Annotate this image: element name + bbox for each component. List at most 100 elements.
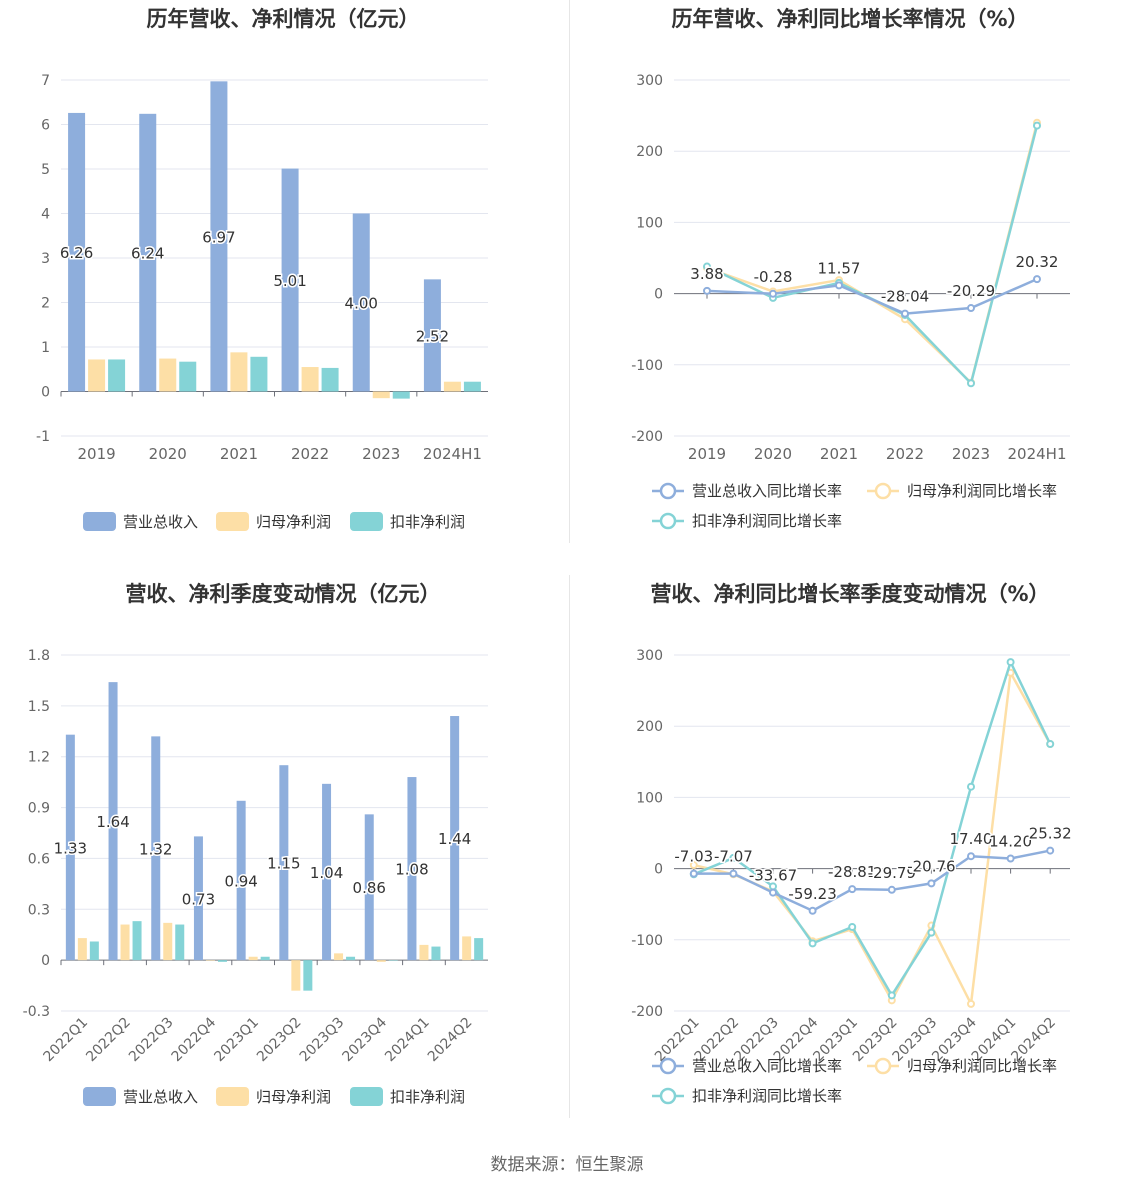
bar-revenue [352,213,370,392]
bar-net-profit [376,960,386,962]
bar-value-label: 1.64 [96,813,129,831]
x-tick-label: 2021 [220,445,258,463]
y-tick-label: 0.9 [28,801,50,817]
y-tick-label: -1 [36,429,50,445]
point-value-label: 14.20 [989,832,1032,850]
bar-deducted-profit [250,356,268,392]
series-point [689,861,698,870]
bar-net-profit [334,953,344,961]
point-value-label: 25.32 [1029,825,1072,843]
series-point [927,928,936,937]
point-value-label: -59.23 [788,885,836,903]
legend-label: 营业总收入 [123,1088,198,1106]
series-point [1006,658,1015,667]
bar-value-label: 2.52 [416,327,449,345]
x-tick-label: 2023Q3 [297,1015,348,1066]
series-point [967,782,975,791]
legend-label: 归母净利润 [256,1088,331,1106]
legend-marker [659,1057,677,1075]
bar-value-label: 6.26 [60,244,93,262]
bar-revenue [407,777,417,961]
y-tick-label: 0.6 [28,851,50,867]
bar-deducted-profit [108,359,126,392]
y-tick-label: 1.8 [28,648,50,664]
bar-value-label: 0.94 [224,872,257,890]
x-tick-label: 2024H1 [1008,445,1067,463]
y-tick-label: 6 [41,118,50,134]
x-tick-label: 2023 [952,445,990,463]
bar-deducted-profit [321,367,339,392]
legend-swatch [216,512,249,531]
chart-annual-growth: 历年营收、净利同比增长率情况（%） -200 -100 0 100 200 300 2019 2… [567,0,1134,575]
series-point [887,885,896,894]
x-tick-label: 2023 [362,445,400,463]
x-tick-label: 2022Q3 [126,1015,177,1066]
bar-value-label: 6.24 [131,245,164,263]
y-tick-label: -100 [631,358,663,374]
y-tick-label: 200 [636,144,663,160]
bar-value-label: 0.86 [353,879,386,897]
bar-deducted-profit [303,960,313,991]
bar-revenue [193,836,203,961]
bar-deducted-profit [89,941,99,961]
chart-title: 历年营收、净利情况（亿元） [147,7,420,31]
series-point [967,999,975,1008]
series-point [848,922,857,931]
bar-net-profit [88,359,106,392]
series-point [1006,854,1015,863]
x-tick-label: 2019 [688,445,726,463]
series-point [769,289,777,298]
y-tick-label: 0 [654,287,663,303]
y-tick-label: -200 [631,429,663,445]
legend-label: 归母净利润 [256,513,331,531]
chart-quarterly-growth: 营收、净利同比增长率季度变动情况（%） -200 -100 0 100 200 300 202… [567,575,1134,1150]
bar-deducted-profit [463,381,481,392]
bar-value-label: 1.33 [54,839,87,857]
y-tick-label: -0.3 [23,1004,50,1020]
x-tick-label: 2024H1 [423,445,482,463]
bar-net-profit [462,936,472,961]
bar-revenue [279,765,289,961]
x-tick-label: 2021 [820,445,858,463]
bar-deducted-profit [175,924,185,961]
legend-swatch [216,1087,249,1106]
legend-swatch [350,512,383,531]
bar-revenue [65,734,75,961]
series-point [729,853,738,862]
x-tick-label: 2020 [149,445,187,463]
bar-deducted-profit [260,956,270,961]
y-tick-label: 1.2 [28,750,50,766]
y-tick-label: 3 [41,251,50,267]
bar-revenue [450,716,460,961]
series-point [901,309,909,318]
bar-value-label: 1.32 [139,840,172,858]
bar-revenue [236,800,246,961]
legend-label: 扣非净利润 [390,513,465,531]
y-tick-label: 0 [654,862,663,878]
legend-label: 营业总收入同比增长率 [692,482,842,500]
bar-value-label: 6.97 [202,228,235,246]
bar-value-label: 0.73 [182,890,215,908]
data-source-note: 数据来源：恒生聚源 [490,1155,644,1175]
y-tick-label: 100 [636,215,663,231]
legend-marker [659,512,677,530]
series-point [1033,121,1041,130]
divider-bottom [569,575,570,1118]
y-tick-label: 200 [636,719,663,735]
point-value-label: 20.32 [1016,253,1059,271]
point-value-label: 17.40 [950,830,993,848]
point-value-label: 3.88 [690,265,723,283]
y-tick-label: -200 [631,1004,663,1020]
legend-marker [874,482,892,500]
point-value-label: -29.79 [868,864,916,882]
series-point [967,852,975,861]
y-tick-label: 4 [41,207,50,223]
legend-swatch [83,512,116,531]
series-line-revenue-growth [693,849,1051,913]
y-tick-label: 0.3 [28,902,50,918]
series-point [769,888,777,897]
bar-net-profit [372,391,390,399]
series-point [835,281,843,290]
y-tick-label: 100 [636,790,663,806]
bar-value-label: 1.44 [438,830,471,848]
